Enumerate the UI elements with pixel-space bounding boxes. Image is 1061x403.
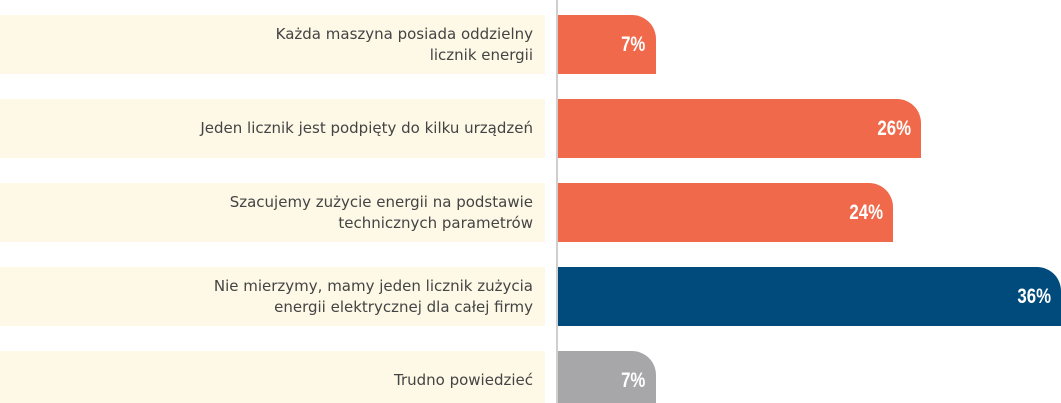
value-label: 26% [877,116,912,140]
axis-line [556,0,558,403]
category-label: Szacujemy zużycie energii na podstawie t… [229,192,533,232]
category-label-box: Jeden licznik jest podpięty do kilku urz… [0,99,545,158]
category-label-box: Nie mierzymy, mamy jeden licznik zużycia… [0,267,545,326]
bar: 7% [558,351,656,403]
category-label-box: Trudno powiedzieć [0,351,545,403]
category-label: Jeden licznik jest podpięty do kilku urz… [200,119,533,137]
value-label: 7% [621,32,646,56]
value-label: 7% [621,368,646,392]
category-label-box: Każda maszyna posiada oddzielny licznik … [0,15,545,74]
category-label: Nie mierzymy, mamy jeden licznik zużycia… [213,276,533,316]
category-label: Trudno powiedzieć [393,371,533,389]
value-label: 36% [1017,284,1051,308]
category-label-box: Szacujemy zużycie energii na podstawie t… [0,183,545,242]
bar: 7% [558,15,656,74]
value-label: 24% [849,200,884,224]
category-label: Każda maszyna posiada oddzielny licznik … [275,24,533,64]
bar: 26% [558,99,922,158]
bar: 24% [558,183,894,242]
bar: 36% [558,267,1061,326]
